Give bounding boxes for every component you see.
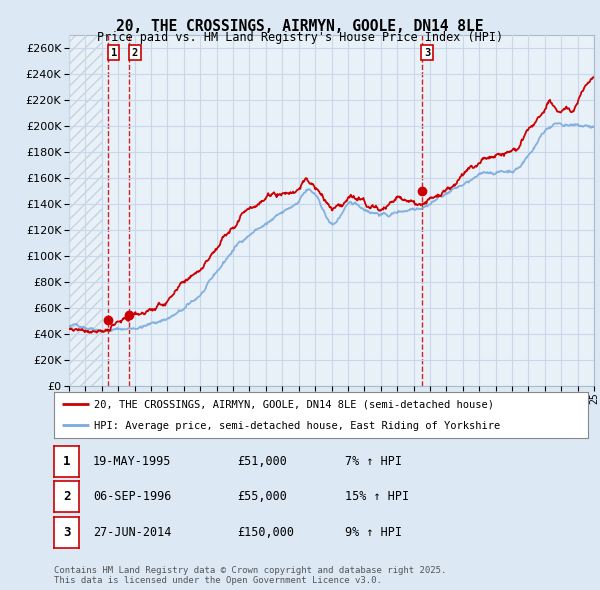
Text: 1: 1 xyxy=(110,48,117,58)
Text: 7% ↑ HPI: 7% ↑ HPI xyxy=(345,455,402,468)
Text: 20, THE CROSSINGS, AIRMYN, GOOLE, DN14 8LE: 20, THE CROSSINGS, AIRMYN, GOOLE, DN14 8… xyxy=(116,19,484,34)
Text: £150,000: £150,000 xyxy=(237,526,294,539)
Text: HPI: Average price, semi-detached house, East Riding of Yorkshire: HPI: Average price, semi-detached house,… xyxy=(94,421,500,431)
Text: 27-JUN-2014: 27-JUN-2014 xyxy=(93,526,172,539)
Text: 20, THE CROSSINGS, AIRMYN, GOOLE, DN14 8LE (semi-detached house): 20, THE CROSSINGS, AIRMYN, GOOLE, DN14 8… xyxy=(94,399,494,409)
Text: 3: 3 xyxy=(424,48,430,58)
Text: 1: 1 xyxy=(63,455,70,468)
Text: 2: 2 xyxy=(63,490,70,503)
Text: 06-SEP-1996: 06-SEP-1996 xyxy=(93,490,172,503)
Text: 2: 2 xyxy=(132,48,138,58)
Text: 3: 3 xyxy=(63,526,70,539)
Text: 9% ↑ HPI: 9% ↑ HPI xyxy=(345,526,402,539)
Text: Price paid vs. HM Land Registry's House Price Index (HPI): Price paid vs. HM Land Registry's House … xyxy=(97,31,503,44)
Text: £51,000: £51,000 xyxy=(237,455,287,468)
Text: 15% ↑ HPI: 15% ↑ HPI xyxy=(345,490,409,503)
Bar xyxy=(69,35,102,386)
Text: Contains HM Land Registry data © Crown copyright and database right 2025.
This d: Contains HM Land Registry data © Crown c… xyxy=(54,566,446,585)
Text: £55,000: £55,000 xyxy=(237,490,287,503)
Text: 19-MAY-1995: 19-MAY-1995 xyxy=(93,455,172,468)
